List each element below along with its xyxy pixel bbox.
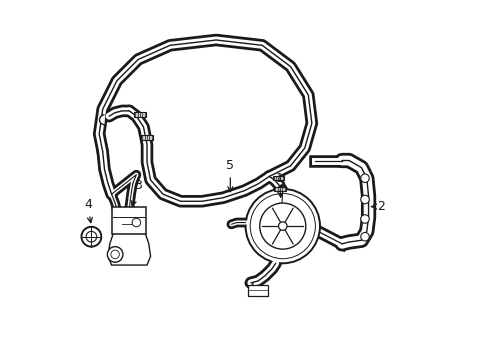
FancyBboxPatch shape	[112, 207, 146, 234]
Circle shape	[360, 215, 368, 223]
Circle shape	[278, 222, 286, 230]
Circle shape	[245, 189, 319, 263]
Text: 4: 4	[84, 198, 92, 223]
Circle shape	[107, 247, 122, 262]
Text: 3: 3	[131, 179, 142, 206]
Bar	[134, 112, 145, 117]
Wedge shape	[100, 115, 104, 124]
Bar	[272, 176, 283, 180]
Text: 1: 1	[275, 172, 283, 197]
Circle shape	[111, 250, 119, 259]
Circle shape	[360, 195, 368, 204]
Circle shape	[81, 227, 101, 247]
Circle shape	[132, 218, 141, 227]
Text: 5: 5	[226, 159, 234, 192]
FancyBboxPatch shape	[247, 284, 267, 296]
Polygon shape	[108, 233, 150, 265]
Text: 2: 2	[371, 200, 385, 213]
Bar	[274, 187, 285, 191]
Circle shape	[86, 231, 97, 242]
Circle shape	[360, 174, 368, 183]
Circle shape	[259, 203, 305, 249]
Circle shape	[360, 233, 368, 241]
Circle shape	[250, 193, 315, 259]
Bar	[141, 135, 152, 140]
